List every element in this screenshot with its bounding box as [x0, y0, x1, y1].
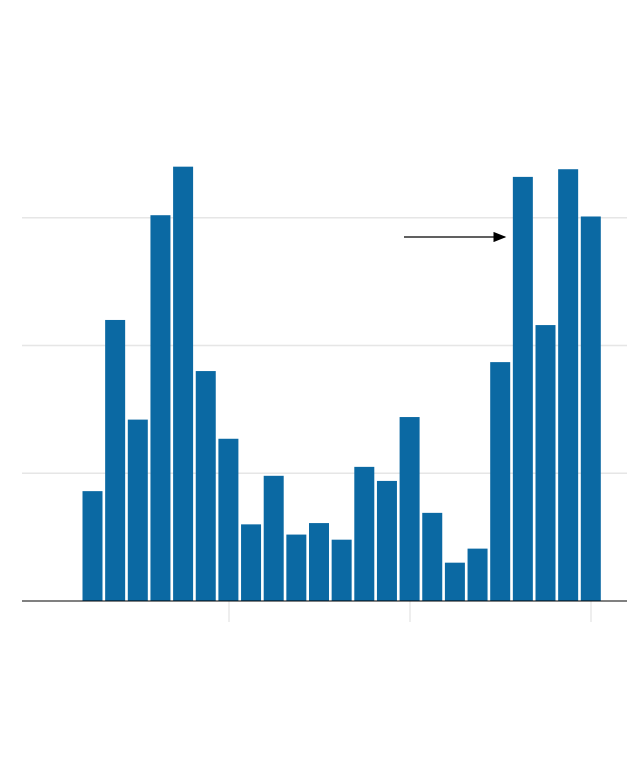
bar: [535, 325, 556, 601]
bar: [309, 523, 329, 601]
bar: [558, 169, 579, 602]
bar: [218, 438, 239, 601]
bar: [580, 216, 601, 601]
bar: [286, 534, 307, 601]
bar: [105, 319, 126, 601]
bar: [150, 215, 171, 601]
bar: [376, 480, 397, 601]
bar: [467, 548, 488, 601]
bars: [82, 166, 601, 602]
bar: [331, 539, 352, 601]
bar: [241, 524, 262, 601]
bar: [173, 166, 194, 601]
bar: [512, 176, 533, 601]
bar: [263, 475, 284, 601]
bar: [490, 362, 511, 601]
bar: [82, 491, 103, 601]
bar: [444, 562, 465, 601]
bar: [399, 417, 420, 601]
bar: [422, 512, 443, 601]
bar: [354, 466, 375, 601]
bar: [195, 371, 216, 601]
bar: [127, 419, 148, 601]
